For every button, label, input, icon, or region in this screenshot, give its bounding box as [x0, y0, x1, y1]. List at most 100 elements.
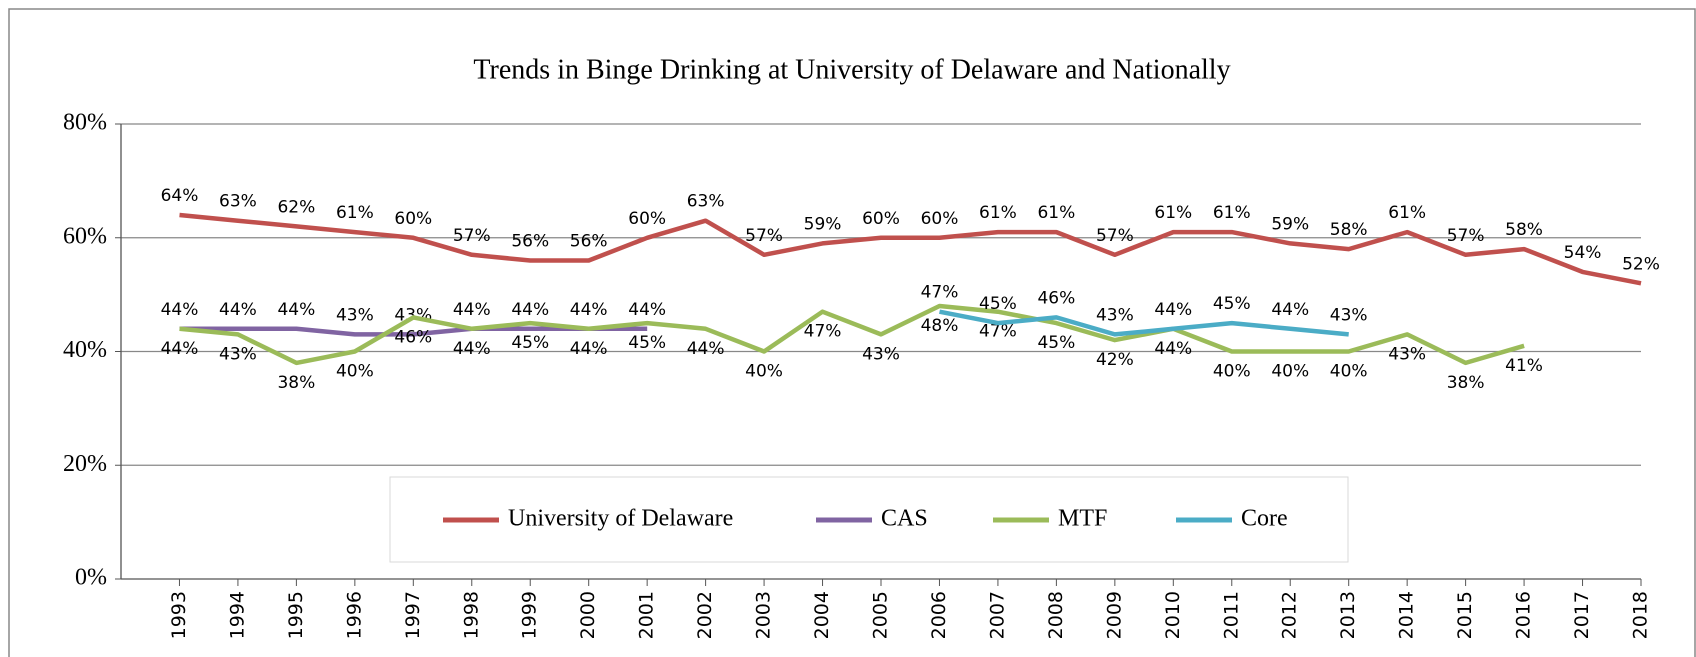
data-label: 56% [511, 232, 549, 252]
data-label: 47% [979, 322, 1017, 342]
x-tick-label: 1999 [519, 591, 541, 639]
data-label: 44% [628, 300, 666, 320]
data-label: 38% [277, 373, 315, 393]
x-tick-label: 2008 [1045, 591, 1067, 639]
series-line [179, 212, 1642, 286]
data-label: 44% [687, 339, 725, 359]
data-label: 44% [1154, 339, 1192, 359]
data-label: 47% [804, 322, 842, 342]
data-label: 40% [336, 362, 374, 382]
data-label: 45% [979, 294, 1017, 314]
data-label: 63% [219, 192, 257, 212]
x-tick-label: 2012 [1279, 591, 1301, 639]
data-label: 60% [394, 209, 432, 229]
data-label: 46% [394, 327, 432, 347]
data-label: 57% [453, 226, 491, 246]
series-line [179, 303, 1525, 366]
x-tick-label: 1993 [168, 591, 190, 639]
x-tick-label: 2000 [577, 591, 599, 639]
data-label: 61% [1154, 203, 1192, 223]
data-label: 57% [1447, 226, 1485, 246]
data-label: 42% [1096, 350, 1134, 370]
data-label: 57% [1096, 226, 1134, 246]
x-tick-label: 1996 [343, 591, 365, 639]
x-tick-label: 1995 [285, 591, 307, 639]
x-tick-label: 1997 [402, 591, 424, 639]
x-tick-label: 2006 [928, 591, 950, 639]
data-label: 43% [336, 305, 374, 325]
data-label: 63% [687, 192, 725, 212]
data-label: 44% [161, 339, 199, 359]
x-tick-label: 2018 [1630, 591, 1652, 639]
data-label: 44% [219, 300, 257, 320]
y-tick-label: 40% [63, 337, 107, 363]
x-tick-label: 2001 [636, 591, 658, 639]
data-label: 44% [570, 339, 608, 359]
data-label: 61% [1388, 203, 1426, 223]
legend-label: CAS [881, 506, 928, 532]
data-label: 44% [453, 339, 491, 359]
x-tick-label: 2017 [1571, 591, 1593, 639]
legend-label: University of Delaware [508, 506, 733, 532]
x-tick-label: 2007 [986, 591, 1008, 639]
x-tick-label: 2009 [1103, 591, 1125, 639]
x-tick-label: 2011 [1220, 591, 1242, 639]
y-tick-label: 80% [63, 110, 107, 136]
chart-title: Trends in Binge Drinking at University o… [473, 54, 1230, 85]
chart-border [8, 8, 1696, 657]
data-label: 44% [570, 300, 608, 320]
x-tick-label: 2005 [870, 591, 892, 639]
data-label: 57% [745, 226, 783, 246]
x-tick-label: 1994 [226, 591, 248, 639]
data-label: 43% [862, 344, 900, 364]
data-label: 61% [1037, 203, 1075, 223]
legend-label: Core [1241, 506, 1288, 532]
data-label: 45% [1037, 333, 1075, 353]
data-label: 41% [1505, 356, 1543, 376]
y-tick-label: 20% [63, 451, 107, 477]
series-line [939, 309, 1349, 337]
x-tick-label: 2003 [753, 591, 775, 639]
data-label: 54% [1564, 243, 1602, 263]
data-label: 62% [277, 197, 315, 217]
data-label: 45% [511, 333, 549, 353]
data-label: 60% [628, 209, 666, 229]
data-label: 59% [804, 214, 842, 234]
x-tick-label: 2014 [1396, 591, 1418, 639]
data-label: 48% [921, 316, 959, 336]
data-label: 40% [1271, 362, 1309, 382]
data-label: 44% [1154, 300, 1192, 320]
data-label: 43% [1388, 344, 1426, 364]
data-label: 59% [1271, 214, 1309, 234]
data-label: 40% [745, 362, 783, 382]
data-label: 52% [1622, 254, 1660, 274]
data-label: 61% [1213, 203, 1251, 223]
y-tick-label: 60% [63, 223, 107, 249]
x-tick-label: 2016 [1513, 591, 1535, 639]
data-label: 43% [219, 344, 257, 364]
data-label: 43% [1330, 305, 1368, 325]
x-tick-label: 1998 [460, 591, 482, 639]
x-tick-label: 2010 [1162, 591, 1184, 639]
x-tick-label: 2004 [811, 591, 833, 639]
y-tick-label: 0% [75, 565, 107, 591]
data-label: 44% [1271, 300, 1309, 320]
data-label: 64% [161, 186, 199, 206]
x-tick-label: 2002 [694, 591, 716, 639]
x-tick-label: 2013 [1337, 591, 1359, 639]
data-label: 61% [336, 203, 374, 223]
data-label: 44% [161, 300, 199, 320]
data-label: 46% [1037, 288, 1075, 308]
data-label: 40% [1213, 362, 1251, 382]
data-label: 45% [1213, 294, 1251, 314]
data-label: 58% [1505, 220, 1543, 240]
x-tick-label: 2015 [1454, 591, 1476, 639]
data-label: 44% [277, 300, 315, 320]
data-label: 61% [979, 203, 1017, 223]
data-label: 38% [1447, 373, 1485, 393]
data-label: 45% [628, 333, 666, 353]
data-label: 44% [511, 300, 549, 320]
data-label: 47% [921, 283, 959, 303]
